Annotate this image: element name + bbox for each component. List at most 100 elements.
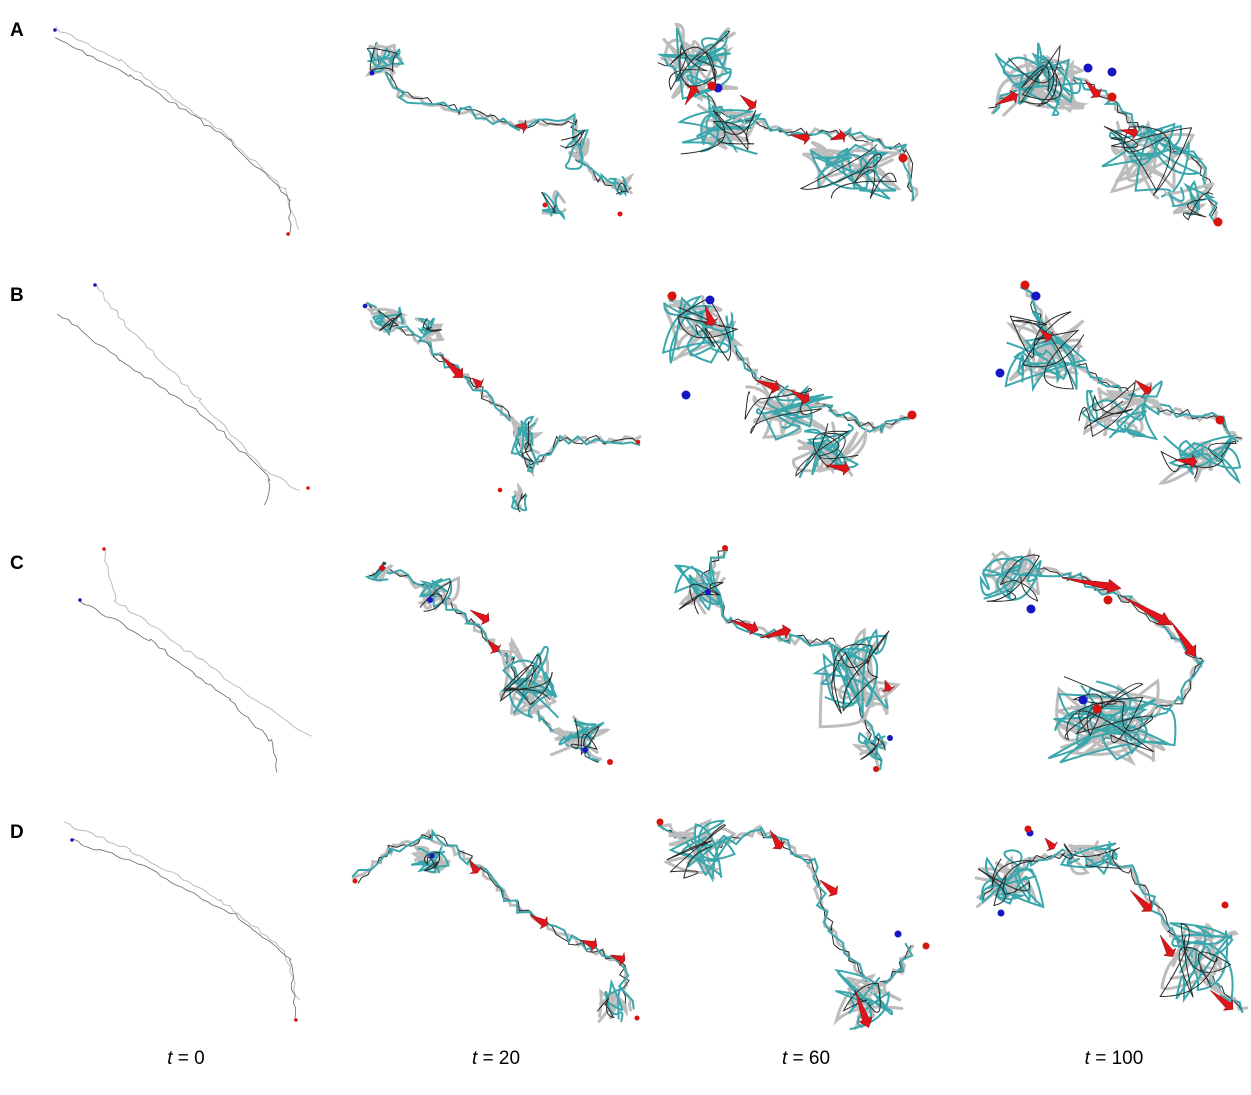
coil-cluster <box>678 581 724 615</box>
coil-cluster <box>977 858 1039 907</box>
n-terminus-marker <box>997 909 1005 917</box>
coil-cluster <box>677 298 739 362</box>
coil-cluster <box>1182 192 1214 221</box>
turn-cluster <box>812 628 889 715</box>
coil-segment <box>379 569 603 761</box>
n-terminus-marker <box>705 295 715 305</box>
extended-chain <box>104 548 312 737</box>
turn-cluster <box>1047 680 1177 764</box>
n-terminus-marker <box>705 589 711 595</box>
coil-cluster <box>512 481 524 509</box>
c-terminus-marker <box>306 486 310 490</box>
n-terminus-marker <box>1031 291 1041 301</box>
turn-cluster <box>1080 380 1163 441</box>
c-terminus-marker <box>922 942 930 950</box>
c-terminus-marker <box>497 487 503 493</box>
column-label-t20: t = 20 <box>471 1048 521 1069</box>
beta-strand <box>1039 329 1054 343</box>
c-terminus-marker <box>1221 901 1229 909</box>
beta-strand <box>739 94 757 111</box>
n-terminus-marker <box>93 283 97 287</box>
row-label-a: A <box>10 20 24 41</box>
n-terminus-marker <box>995 368 1005 378</box>
c-terminus-marker <box>1020 280 1030 290</box>
extended-chain <box>55 26 300 230</box>
beta-strand <box>729 619 759 636</box>
turn-segment <box>662 55 914 201</box>
turn-cluster <box>499 646 560 719</box>
n-terminus-marker <box>362 303 368 309</box>
coil-cluster <box>521 421 535 463</box>
coil-cluster <box>1103 125 1193 196</box>
c-terminus-marker <box>1213 217 1223 227</box>
coil-cluster <box>680 109 757 155</box>
turn-cluster <box>510 415 539 466</box>
coil-cluster <box>499 654 553 706</box>
c-terminus-marker <box>656 818 664 826</box>
beta-strand <box>1119 594 1173 626</box>
coil-cluster <box>831 630 890 715</box>
turn-cluster <box>417 317 436 338</box>
coil-cluster <box>1157 438 1234 485</box>
coil-cluster <box>570 718 600 756</box>
turn-cluster <box>981 849 1045 909</box>
n-terminus-marker <box>369 70 375 76</box>
turn-segment <box>351 828 635 1010</box>
turn-cluster <box>1167 179 1216 216</box>
coil-cluster <box>1009 311 1085 390</box>
beta-strand <box>1061 577 1122 594</box>
beta-strand <box>1119 124 1139 141</box>
c-terminus-marker <box>722 545 728 551</box>
turn-cluster <box>366 46 405 73</box>
n-terminus-marker <box>894 930 902 938</box>
row-label-b: B <box>10 285 24 306</box>
coil-segment <box>357 833 630 1011</box>
coil-cluster <box>745 376 828 439</box>
beta-strand <box>1044 837 1058 852</box>
beta-strand <box>1169 619 1197 658</box>
coil-cluster <box>596 996 615 1019</box>
turn-cluster <box>979 555 1044 601</box>
c-terminus-marker <box>635 439 641 445</box>
coil-cluster <box>799 144 897 199</box>
turn-cluster <box>798 423 860 479</box>
turn-cluster <box>364 561 389 581</box>
coil-cluster <box>597 988 628 1023</box>
beta-strand <box>684 85 701 106</box>
coil-cluster <box>744 383 822 434</box>
turn-cluster <box>371 306 404 337</box>
coil-cluster <box>1160 440 1237 479</box>
n-terminus-marker <box>887 735 893 741</box>
turn-cluster <box>661 295 734 364</box>
extended-chain <box>72 838 297 1021</box>
c-terminus-marker <box>542 202 548 208</box>
beta-strand <box>703 304 719 326</box>
n-terminus-marker <box>70 838 74 842</box>
turn-cluster <box>1004 311 1088 393</box>
c-terminus-marker <box>898 153 908 163</box>
beta-strand <box>1159 934 1177 957</box>
column-label-t0: t = 0 <box>167 1048 205 1069</box>
coil-cluster <box>377 309 402 332</box>
n-terminus-marker <box>429 853 435 859</box>
extended-chain <box>64 821 300 1000</box>
c-terminus-marker <box>1103 595 1113 605</box>
coil-cluster <box>668 30 730 91</box>
coil-cluster <box>567 131 590 161</box>
beta-strand <box>514 119 528 134</box>
n-terminus-marker <box>53 28 57 32</box>
n-terminus-marker <box>427 597 433 603</box>
n-terminus-marker <box>1107 67 1117 77</box>
turn-cluster <box>1101 122 1203 198</box>
beta-strand <box>471 377 484 390</box>
beta-strand <box>769 829 786 850</box>
c-terminus-marker <box>607 759 613 765</box>
beta-strand <box>469 609 490 626</box>
coil-cluster <box>1159 922 1232 998</box>
turn-cluster <box>510 494 528 512</box>
coil-cluster <box>1160 921 1239 997</box>
beta-strand <box>824 460 850 476</box>
turn-segment <box>366 302 641 474</box>
turn-cluster <box>1059 840 1118 876</box>
